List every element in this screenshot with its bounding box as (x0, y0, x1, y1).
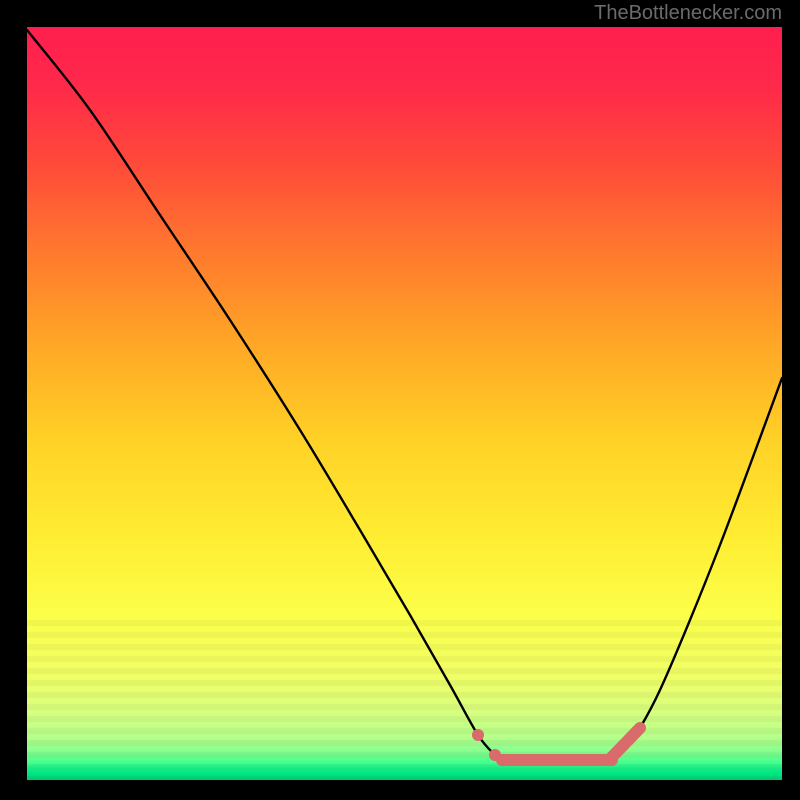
attribution-text: TheBottlenecker.com (594, 2, 782, 25)
chart-root: TheBottlenecker.com (0, 0, 800, 800)
mask-left (0, 0, 27, 800)
mask-bottom (0, 780, 800, 800)
mask-right (782, 0, 800, 800)
gradient-background (0, 0, 800, 800)
